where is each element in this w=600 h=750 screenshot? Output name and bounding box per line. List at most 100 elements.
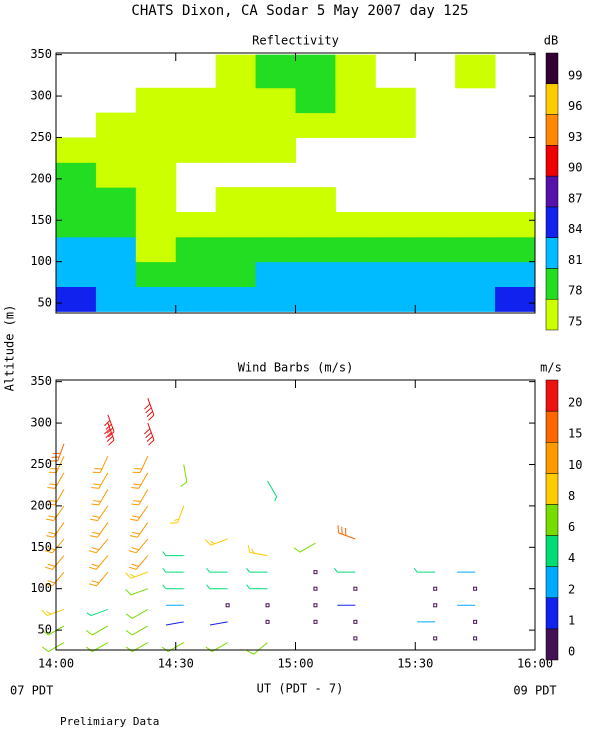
barb-staff (130, 588, 148, 596)
barb-feather (205, 646, 213, 652)
heat-cell (175, 137, 217, 163)
panel-title: Reflectivity (252, 34, 339, 48)
wind-barb (144, 398, 155, 421)
x-tick-label: 14:30 (158, 657, 194, 671)
barb-staff (130, 571, 148, 579)
barb-feather (91, 547, 100, 551)
heat-cell (95, 137, 137, 163)
heat-cell (135, 87, 177, 114)
wind-barb (267, 480, 278, 502)
barb-feather (131, 547, 139, 551)
barb-staff (147, 422, 155, 441)
heat-cell (295, 112, 336, 138)
calm-marker (353, 586, 358, 591)
wind-barb (86, 608, 109, 617)
heat-cell (255, 87, 296, 114)
colorbar-tick-label: 8 (568, 489, 575, 503)
barb-feather (85, 630, 93, 636)
barb-staff (138, 472, 149, 489)
y-tick-label: 100 (30, 254, 52, 268)
barb-feather (104, 428, 111, 435)
barb-staff (147, 398, 155, 416)
barb-feather (108, 431, 115, 438)
y-tick-label: 150 (30, 213, 52, 227)
colorbar-label: m/s (540, 361, 562, 375)
barb-feather (293, 547, 301, 553)
y-tick-label: 50 (38, 623, 52, 637)
barb-feather (130, 573, 135, 578)
barb-feather (162, 551, 167, 556)
heat-cell (335, 286, 376, 312)
wind-barb (433, 636, 438, 641)
heat-cell (175, 286, 217, 312)
wind-barb (313, 619, 318, 624)
colorbar-segment (545, 206, 559, 238)
wind-barb (88, 555, 109, 570)
wind-barb (353, 619, 358, 624)
heat-cell (295, 54, 336, 89)
barb-feather (47, 486, 56, 489)
barb-staff (98, 489, 109, 506)
barb-feather (125, 630, 133, 636)
barb-feather (131, 486, 139, 489)
heat-cell (255, 236, 296, 263)
heat-cell (295, 286, 336, 312)
barb-feather (251, 548, 255, 554)
heat-cell (495, 261, 536, 288)
heat-cell (255, 112, 296, 138)
wind-barb (44, 555, 65, 570)
heat-cell (375, 211, 416, 238)
barb-feather (131, 563, 139, 567)
wind-barb (206, 567, 228, 573)
wind-barb (50, 443, 65, 462)
calm-marker (433, 636, 438, 641)
heat-cell (255, 261, 296, 288)
barb-feather (161, 646, 169, 652)
colorbar-segment (545, 298, 559, 331)
wind-barb (128, 555, 149, 570)
colorbar-tick-label: 1 (568, 613, 575, 627)
heat-cell (375, 112, 416, 138)
barb-feather (162, 584, 167, 590)
barb-staff (52, 538, 65, 554)
heat-cell (295, 211, 336, 238)
heat-cell (135, 137, 177, 163)
wind-barb (337, 525, 356, 540)
colorbar-segment (545, 597, 559, 630)
wind-barb (413, 567, 436, 573)
calm-marker (353, 636, 358, 641)
barb-staff (97, 505, 109, 521)
calm-marker (473, 586, 478, 591)
wind-barb (209, 621, 228, 626)
heat-cell (95, 211, 137, 238)
figure-title: CHATS Dixon, CA Sodar 5 May 2007 day 125 (131, 3, 468, 19)
barb-feather (180, 481, 188, 487)
heat-cell (455, 261, 496, 288)
wind-barb (131, 489, 149, 506)
heat-cell (335, 54, 376, 89)
barb-staff (135, 555, 149, 570)
heat-cell (335, 112, 376, 138)
y-tick-label: 200 (30, 498, 52, 512)
barb-feather (91, 563, 100, 567)
colorbar-segment (545, 145, 559, 177)
heat-cell (295, 236, 336, 263)
barb-staff (338, 532, 356, 540)
heat-cell (56, 211, 97, 238)
barb-staff (52, 571, 65, 587)
heat-cell (215, 211, 257, 238)
barb-feather (125, 588, 132, 596)
barb-staff (90, 608, 109, 617)
wind-barb (162, 584, 184, 590)
calm-marker (473, 636, 478, 641)
barb-feather (174, 518, 180, 522)
barb-feather (206, 584, 211, 590)
colorbar-segment (545, 535, 559, 567)
wind-barb (46, 522, 65, 538)
wind-barb (165, 621, 184, 626)
wind-barb (353, 586, 358, 591)
barb-feather (91, 580, 100, 584)
barb-staff (299, 542, 316, 553)
heat-cell (455, 286, 496, 312)
barb-feather (105, 432, 112, 439)
